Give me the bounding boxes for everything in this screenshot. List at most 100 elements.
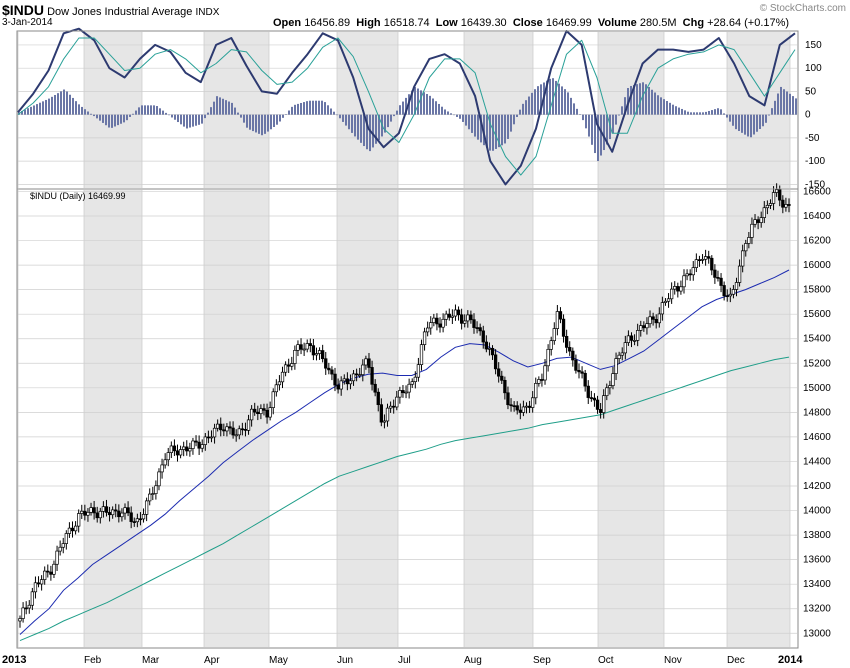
price-tick-label: 13400: [803, 579, 831, 590]
histogram-bar: [300, 102, 302, 115]
histogram-bar: [702, 112, 704, 115]
candle-body: [197, 441, 201, 449]
candle-body: [225, 426, 229, 432]
candle-body: [682, 275, 686, 288]
oscillator-tick-label: -150: [805, 179, 825, 190]
candle-body: [98, 510, 102, 519]
histogram-bar: [90, 113, 92, 115]
histogram-bar: [135, 110, 137, 115]
histogram-bar: [111, 114, 113, 128]
candle-body: [413, 376, 417, 383]
histogram-bar: [186, 114, 188, 129]
histogram-bar: [723, 113, 725, 115]
histogram-bar: [630, 85, 632, 115]
histogram-bar: [231, 102, 233, 115]
candle-body: [605, 387, 609, 397]
histogram-bar: [99, 114, 101, 121]
histogram-bar: [546, 80, 548, 115]
price-tick-label: 16600: [803, 186, 831, 197]
high-label: High: [356, 17, 381, 29]
oscillator-line: [17, 27, 796, 186]
candle-body: [737, 265, 742, 283]
moving-average-line: [19, 269, 790, 635]
histogram-bar: [153, 105, 155, 115]
histogram-bar: [198, 114, 200, 125]
price-tick-label: 13800: [803, 530, 831, 541]
histogram-bar: [330, 108, 332, 115]
candle-body: [435, 317, 439, 325]
candle-body: [18, 618, 22, 622]
histogram-bar: [351, 114, 353, 133]
candle-body: [52, 563, 56, 575]
candle-body: [33, 582, 38, 593]
candle-body: [30, 591, 35, 606]
histogram-bar: [492, 114, 494, 151]
oscillator-tick-label: 150: [805, 40, 822, 51]
candle-body: [228, 426, 232, 429]
x-axis: 2013 Feb Mar Apr May Jun Jul Aug Sep Oct Nov Dec 201…: [2, 654, 803, 666]
candle-body: [521, 406, 526, 413]
candle-body: [419, 344, 424, 365]
candle-body: [209, 436, 214, 439]
watermark: © StockCharts.com: [759, 3, 846, 14]
candle-body: [216, 423, 220, 429]
candle-body: [206, 436, 211, 439]
candle-body: [354, 373, 359, 376]
candle-body: [490, 347, 495, 356]
histogram-bar: [378, 114, 380, 141]
candle-body: [555, 311, 560, 329]
candle-body: [172, 445, 177, 452]
histogram-bar: [540, 84, 542, 115]
price-panel-label: $INDU (Daily) 16469.99: [30, 191, 126, 201]
histogram-bar: [243, 114, 245, 123]
candle-body: [481, 330, 485, 343]
candle-body: [518, 409, 522, 413]
histogram-bar: [270, 114, 272, 130]
histogram-bar: [684, 110, 686, 115]
histogram-bar: [258, 114, 260, 134]
histogram-bar: [735, 114, 737, 130]
candle-body: [166, 452, 170, 461]
histogram-bar: [480, 114, 482, 143]
candle-body: [756, 219, 760, 223]
price-tick-label: 15600: [803, 309, 831, 320]
candle-body: [104, 506, 109, 513]
month-band: [204, 190, 269, 647]
price-tick-label: 16400: [803, 211, 831, 222]
candle-body: [296, 344, 300, 351]
histogram-bar: [414, 86, 416, 115]
candle-body: [583, 372, 587, 387]
histogram-bar: [27, 108, 29, 115]
histogram-bar: [597, 114, 599, 162]
candle-body: [657, 313, 661, 324]
candle-body: [117, 510, 121, 518]
histogram-bar: [750, 114, 752, 138]
histogram-bar: [348, 114, 350, 130]
candle-body: [620, 352, 624, 356]
close-label: Close: [512, 17, 543, 29]
candle-body: [55, 550, 59, 565]
histogram-bar: [255, 114, 257, 133]
histogram-bar: [738, 114, 740, 131]
histogram-bar: [138, 107, 140, 115]
candle-body: [36, 582, 41, 585]
histogram-bar: [180, 114, 182, 125]
candle-body: [447, 313, 451, 318]
candle-body: [750, 223, 754, 238]
histogram-bar: [450, 113, 452, 115]
histogram-bar: [222, 98, 224, 115]
histogram-bar: [54, 95, 56, 115]
candle-body: [120, 512, 124, 518]
histogram-bar: [24, 109, 26, 115]
histogram-bar: [108, 114, 110, 128]
candle-body: [246, 419, 251, 431]
candle-body: [438, 323, 442, 328]
candle-body: [623, 342, 627, 354]
candle-body: [781, 199, 785, 208]
histogram-bar: [594, 114, 596, 154]
candle-body: [475, 327, 479, 329]
candle-body: [80, 510, 84, 514]
candle-body: [697, 259, 702, 262]
candle-body: [253, 408, 257, 413]
signal-line: [17, 37, 796, 176]
